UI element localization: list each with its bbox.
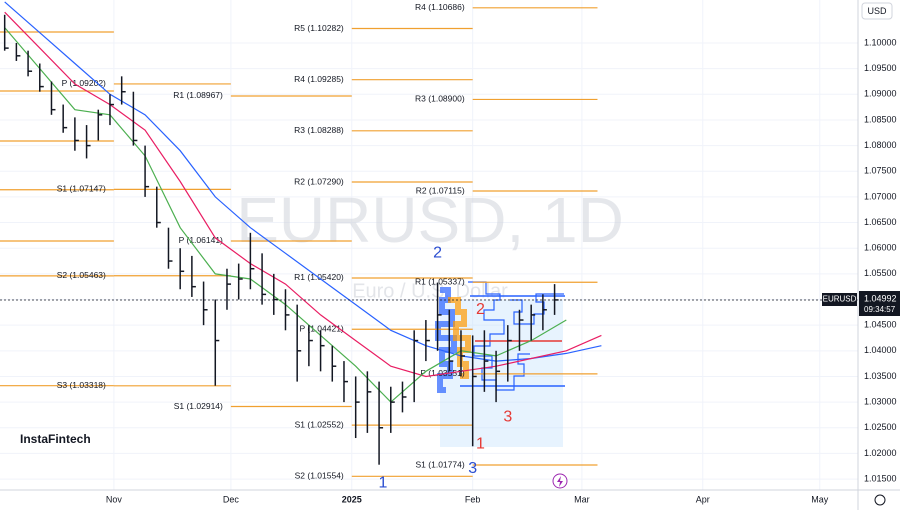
pivot-label: S1 (1.02914) [174,401,223,411]
pivot-label: S1 (1.07147) [57,184,106,194]
y-tick-label: 1.02500 [864,422,897,432]
wave-label: 2 [476,301,485,318]
pivot-label: R5 (1.10282) [294,23,344,33]
watermark: EURUSD, 1D [236,184,624,256]
pivot-label: P (1.09202) [62,78,106,88]
y-tick-label: 1.08000 [864,140,897,150]
pivot-label: S3 (1.03318) [57,380,106,390]
pivot-label: P (1.04421) [300,323,344,333]
x-tick-label: May [811,494,829,504]
symbol-tag-text: EURUSD [823,295,857,304]
y-tick-label: 1.05500 [864,268,897,278]
x-tick-label: Dec [223,494,240,504]
y-tick-label: 1.04500 [864,320,897,330]
x-tick-label: Mar [574,494,590,504]
pivot-label: S1 (1.01774) [416,459,465,469]
wave-label: 3 [503,409,512,426]
y-tick-label: 1.06000 [864,243,897,253]
pivot-label: S1 (1.02552) [295,419,344,429]
pivot-label: R1 (1.05337) [415,276,465,286]
currency[interactable]: USD [867,6,887,16]
currency-button[interactable] [861,2,893,20]
countdown: 09:34:57 [864,305,896,314]
y-tick-label: 1.09500 [864,63,897,73]
volume-profile [435,287,457,393]
pivot-label: R3 (1.08288) [294,125,344,135]
pivot-label: S2 (1.01554) [295,471,344,481]
moving-average [4,11,602,378]
x-tick-label: Feb [465,494,481,504]
y-tick-label: 1.08500 [864,114,897,124]
watermark-subtitle: Euro / U.S. Dollar [352,280,508,302]
y-tick-label: 1.06500 [864,217,897,227]
profile-step [510,293,564,325]
pivot-label: R3 (1.08900) [415,94,465,104]
plot: P (1.09202) S1 (1.07147) S2 (1.05463) S3 (1… [0,1,602,491]
wave-label: 1 [476,435,485,452]
brand-logo: InstaFintech [20,432,91,446]
y-tick-label: 1.09000 [864,89,897,99]
x-tick-label: Apr [696,494,710,504]
pivot-label: P (1.03551) [420,368,464,378]
wave-label: 1 [379,474,388,491]
moving-average [4,1,602,362]
y-tick-label: 1.01500 [864,473,897,483]
wave-label: 3 [468,460,477,477]
pivot-label: R1 (1.08967) [173,90,223,100]
wave-label: 2 [433,245,442,262]
pivot-label: P (1.06141) [179,235,223,245]
y-tick-label: 1.03000 [864,396,897,406]
pivot-label: R2 (1.07290) [294,176,344,186]
symbol-tag [822,293,857,306]
pivot-label: R4 (1.10686) [415,2,465,12]
pivot-label: S2 (1.05463) [57,270,106,280]
pivot-label: R4 (1.09285) [294,74,344,84]
y-tick-label: 1.03500 [864,371,897,381]
y-tick-label: 1.02000 [864,448,897,458]
y-tick-label: 1.07500 [864,166,897,176]
volume-profile-highlight [448,297,471,379]
x-tick-label: Nov [106,494,123,504]
y-tick-label: 1.07000 [864,191,897,201]
axes: 1.10000 1.09500 1.09000 1.08500 1.08000 1.075… [106,37,897,504]
pivot-label: R2 (1.07115) [416,185,465,195]
x-tick-label: 2025 [342,494,362,504]
events-glyph [557,476,563,487]
y-tick-label: 1.04000 [864,345,897,355]
settings-icon[interactable] [874,494,886,506]
last-price: 1.04992 [864,293,897,303]
price-tag [859,291,900,316]
y-tick-label: 1.10000 [864,37,897,47]
